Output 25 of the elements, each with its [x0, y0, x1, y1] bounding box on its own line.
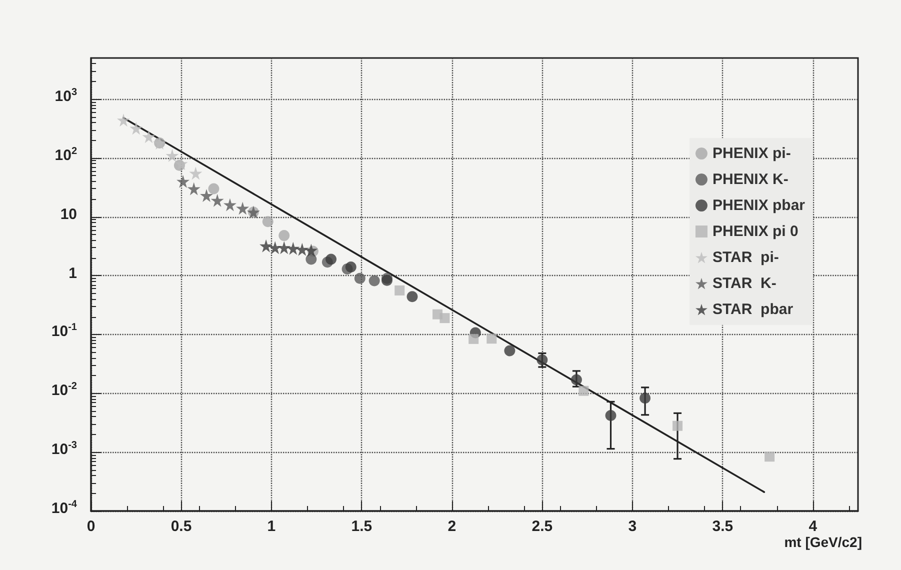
y-tick-label: 10$^{-2}$: [51, 381, 77, 402]
x-tick-label: 4: [808, 518, 818, 535]
x-tick-label: 2.5: [532, 518, 553, 535]
legend-label: PHENIX K-: [712, 171, 788, 188]
legend-label: PHENIX pbar: [712, 197, 806, 214]
x-tick-label: 1.5: [351, 518, 372, 535]
x-axis-title: mt [GeV/c2]: [784, 534, 862, 550]
y-tick-label: 10$^{2}$: [54, 146, 77, 166]
y-tick-label: 10$^{-3}$: [51, 440, 77, 460]
legend-label: STAR K-: [712, 275, 776, 292]
x-tick-label: 0: [86, 518, 96, 535]
y-tick-label: 10: [60, 206, 77, 225]
x-tick-label: 1: [267, 518, 276, 535]
y-tick-label: 1: [68, 264, 77, 284]
legend-label: STAR pi-: [712, 249, 779, 266]
y-tick-label: 10$^{3}$: [54, 87, 77, 108]
y-tick-label: 10$^{-1}$: [51, 322, 77, 342]
x-tick-label: 3: [628, 518, 637, 535]
x-tick-label: 3.5: [712, 518, 734, 535]
legend-label: PHENIX pi 0: [712, 223, 798, 240]
x-tick-label: 2: [448, 518, 456, 535]
legend-label: PHENIX pi-: [712, 145, 791, 162]
legend-label: STAR pbar: [712, 301, 794, 318]
x-tick-label: 0.5: [170, 518, 192, 535]
y-tick-label: 10$^{-4}$: [51, 499, 77, 519]
